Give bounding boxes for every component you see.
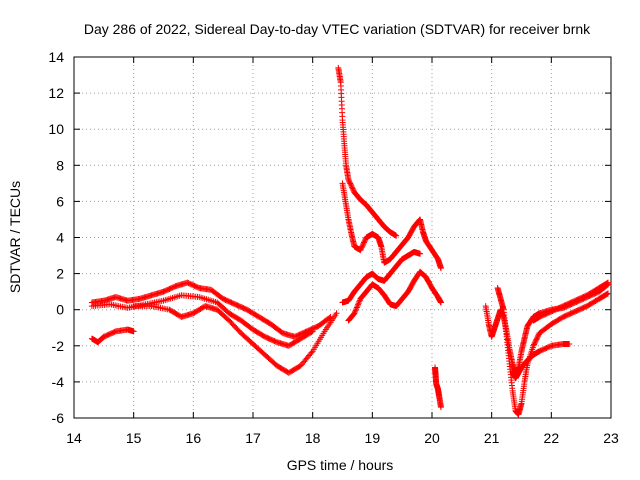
data-point: [348, 183, 355, 190]
x-tick-label: 22: [544, 430, 560, 446]
series-track-m: [530, 279, 612, 324]
y-tick-label: 12: [48, 85, 64, 101]
data-point: [347, 181, 354, 188]
x-tick-labels: 14 15 16 17 18 19 20 21 22 23: [66, 430, 619, 446]
y-tick-label: -6: [52, 410, 65, 426]
y-tick-label: -4: [52, 374, 65, 390]
data-point: [437, 299, 444, 306]
series-track-d: [88, 326, 137, 346]
y-tick-label: 8: [56, 157, 64, 173]
data-point: [360, 239, 367, 246]
data-point: [437, 265, 444, 272]
axis-ticks: [73, 56, 612, 419]
data-point: [417, 250, 424, 257]
y-tick-label: 14: [48, 49, 64, 65]
data-point: [347, 180, 354, 187]
y-tick-label: -2: [52, 338, 65, 354]
series-track-g: [339, 248, 424, 306]
series-track-i: [431, 364, 444, 411]
data-point: [566, 340, 573, 347]
x-tick-label: 14: [66, 430, 82, 446]
data-point: [530, 342, 537, 349]
data-point: [351, 310, 358, 317]
data-point: [605, 279, 612, 286]
data-point: [353, 305, 360, 312]
data-point: [604, 280, 611, 287]
x-tick-label: 15: [126, 430, 142, 446]
data-point: [393, 232, 400, 239]
data-point: [308, 329, 315, 336]
series-track-h: [345, 268, 444, 324]
y-tick-label: 0: [56, 302, 64, 318]
x-tick-label: 19: [365, 430, 381, 446]
x-tick-label: 20: [424, 430, 440, 446]
data-point: [359, 242, 366, 249]
data-point: [532, 339, 539, 346]
chart-title: Day 286 of 2022, Sidereal Day-to-day VTE…: [84, 21, 591, 37]
data-point: [130, 328, 137, 335]
x-tick-label: 21: [484, 430, 500, 446]
data-point: [361, 238, 368, 245]
y-tick-labels: -6 -4 -2 0 2 4 6 8 10 12 14: [48, 49, 64, 426]
data-point: [357, 245, 364, 252]
data-point: [349, 185, 356, 192]
y-tick-label: 2: [56, 266, 64, 282]
x-tick-label: 18: [305, 430, 321, 446]
data-point: [533, 336, 540, 343]
x-tick-label: 23: [603, 430, 619, 446]
data-point: [605, 290, 612, 297]
y-tick-label: 10: [48, 121, 64, 137]
data-point: [355, 301, 362, 308]
data-point: [309, 328, 316, 335]
series-track-c: [130, 303, 340, 376]
x-tick-label: 17: [245, 430, 261, 446]
series-track-b: [88, 292, 316, 349]
data-point: [353, 304, 360, 311]
data-point: [345, 176, 352, 183]
series-track-k: [494, 285, 612, 418]
series-track-e: [335, 64, 400, 239]
data-point: [354, 303, 361, 310]
data-point: [604, 290, 611, 297]
data-point: [437, 404, 444, 411]
data-point: [355, 300, 362, 307]
data-point: [308, 349, 315, 356]
data-point: [352, 307, 359, 314]
x-tick-label: 16: [186, 430, 202, 446]
data-point: [346, 179, 353, 186]
series-track-f: [339, 180, 444, 272]
y-axis-label: SDTVAR / TECUs: [7, 181, 23, 293]
data-point: [535, 332, 542, 339]
data-point: [534, 335, 541, 342]
data-point: [534, 333, 541, 340]
data-point: [350, 186, 357, 193]
data-point: [333, 310, 340, 317]
data-points: [88, 64, 612, 418]
data-point: [356, 298, 363, 305]
series-track-l: [509, 340, 573, 382]
y-tick-label: 6: [56, 193, 64, 209]
data-point: [352, 308, 359, 315]
data-point: [349, 184, 356, 191]
data-point: [346, 178, 353, 185]
data-point: [531, 341, 538, 348]
data-point: [359, 243, 366, 250]
x-axis-label: GPS time / hours: [287, 457, 394, 473]
data-point: [532, 337, 539, 344]
data-point: [360, 240, 367, 247]
data-point: [357, 247, 364, 254]
data-point: [358, 244, 365, 251]
data-point: [531, 340, 538, 347]
y-tick-label: 4: [56, 230, 64, 246]
